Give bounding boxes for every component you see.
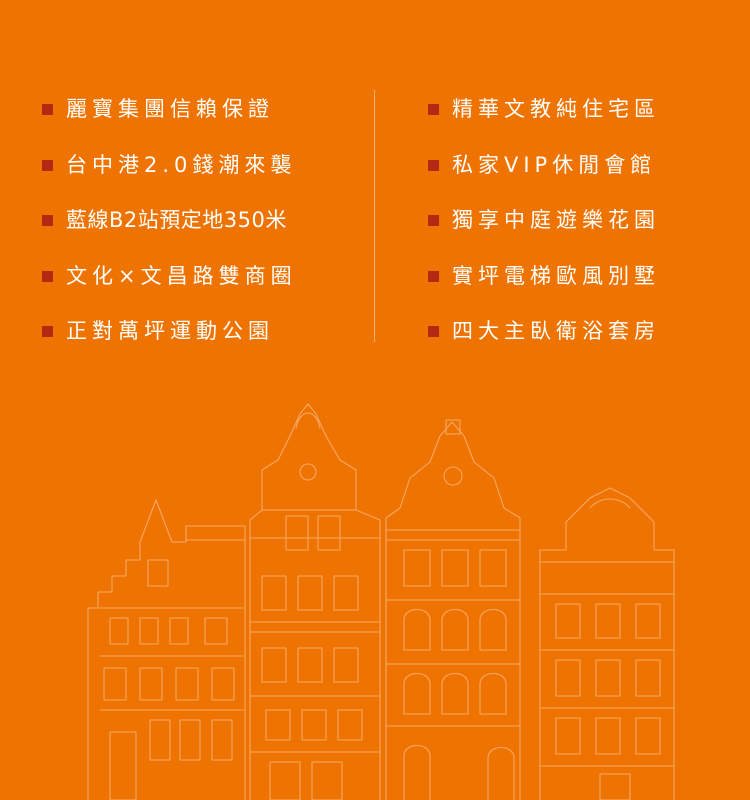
townhouse-center-right (385, 419, 521, 800)
square-bullet-icon (428, 215, 439, 227)
feature-item: 台中港2.0錢潮來襲 (42, 138, 297, 194)
square-bullet-icon (42, 215, 53, 227)
feature-text: 四大主臥衛浴套房 (452, 319, 660, 344)
feature-column-left: 麗寶集團信賴保證 台中港2.0錢潮來襲 藍線B2站預定地350米 文化×文昌路雙… (42, 82, 297, 360)
square-bullet-icon (428, 270, 439, 282)
feature-list: 麗寶集團信賴保證 台中港2.0錢潮來襲 藍線B2站預定地350米 文化×文昌路雙… (0, 0, 750, 370)
feature-item: 麗寶集團信賴保證 (42, 82, 297, 138)
square-bullet-icon (42, 270, 53, 282)
square-bullet-icon (428, 326, 439, 338)
townhouse-center-left (249, 403, 381, 800)
square-bullet-icon (42, 326, 53, 338)
square-bullet-icon (428, 159, 439, 171)
feature-item: 實坪電梯歐風別墅 (428, 249, 660, 305)
feature-item: 精華文教純住宅區 (428, 82, 660, 138)
feature-text: 獨享中庭遊樂花園 (452, 208, 660, 233)
square-bullet-icon (42, 104, 53, 116)
feature-item: 正對萬坪運動公園 (42, 304, 297, 360)
feature-item: 文化×文昌路雙商圈 (42, 249, 297, 305)
column-divider (374, 90, 375, 342)
feature-text: 藍線B2站預定地350米 (66, 208, 287, 233)
townhouse-left (87, 499, 246, 800)
townhouse-right (539, 487, 675, 800)
european-townhouses-icon (0, 380, 750, 800)
feature-text: 文化×文昌路雙商圈 (66, 263, 297, 288)
feature-text: 麗寶集團信賴保證 (66, 97, 274, 122)
feature-column-right: 精華文教純住宅區 私家VIP休閒會館 獨享中庭遊樂花園 實坪電梯歐風別墅 四大主… (428, 82, 660, 360)
feature-text: 私家VIP休閒會館 (452, 152, 657, 177)
feature-item: 藍線B2站預定地350米 (42, 193, 297, 249)
feature-item: 私家VIP休閒會館 (428, 138, 660, 194)
feature-text: 實坪電梯歐風別墅 (452, 263, 660, 288)
feature-text: 台中港2.0錢潮來襲 (66, 152, 297, 177)
square-bullet-icon (42, 159, 53, 171)
square-bullet-icon (428, 104, 439, 116)
feature-item: 四大主臥衛浴套房 (428, 304, 660, 360)
feature-text: 精華文教純住宅區 (452, 97, 660, 122)
feature-item: 獨享中庭遊樂花園 (428, 193, 660, 249)
feature-text: 正對萬坪運動公園 (66, 319, 274, 344)
